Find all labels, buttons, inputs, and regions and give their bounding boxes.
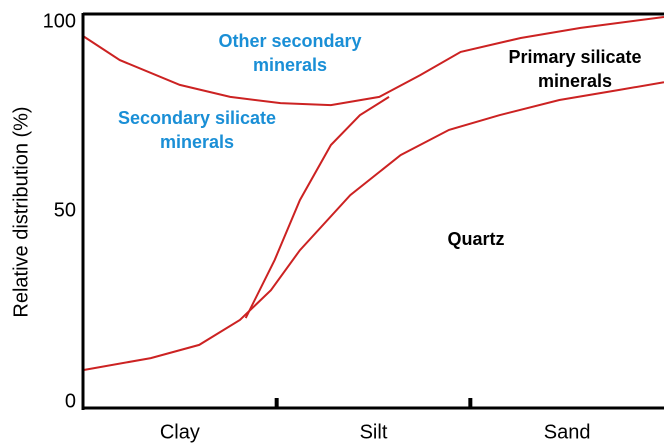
region-label: Primary silicate [508,47,641,67]
region-label: minerals [253,55,327,75]
y-tick-label: 100 [43,10,76,32]
y-tick-label: 0 [65,390,76,412]
x-tick-label: Silt [360,421,388,443]
region-label: minerals [160,132,234,152]
x-tick-label: Clay [160,421,200,443]
region-label: Secondary silicate [118,108,276,128]
region-label: Other secondary [218,31,361,51]
x-tick-label: Sand [544,421,591,443]
curve [244,96,390,319]
region-label: Quartz [447,229,504,249]
y-axis-label: Relative distribution (%) [10,106,32,317]
curve [82,16,664,107]
y-tick-label: 50 [54,199,76,221]
region-label: minerals [538,71,612,91]
curve [82,81,664,372]
